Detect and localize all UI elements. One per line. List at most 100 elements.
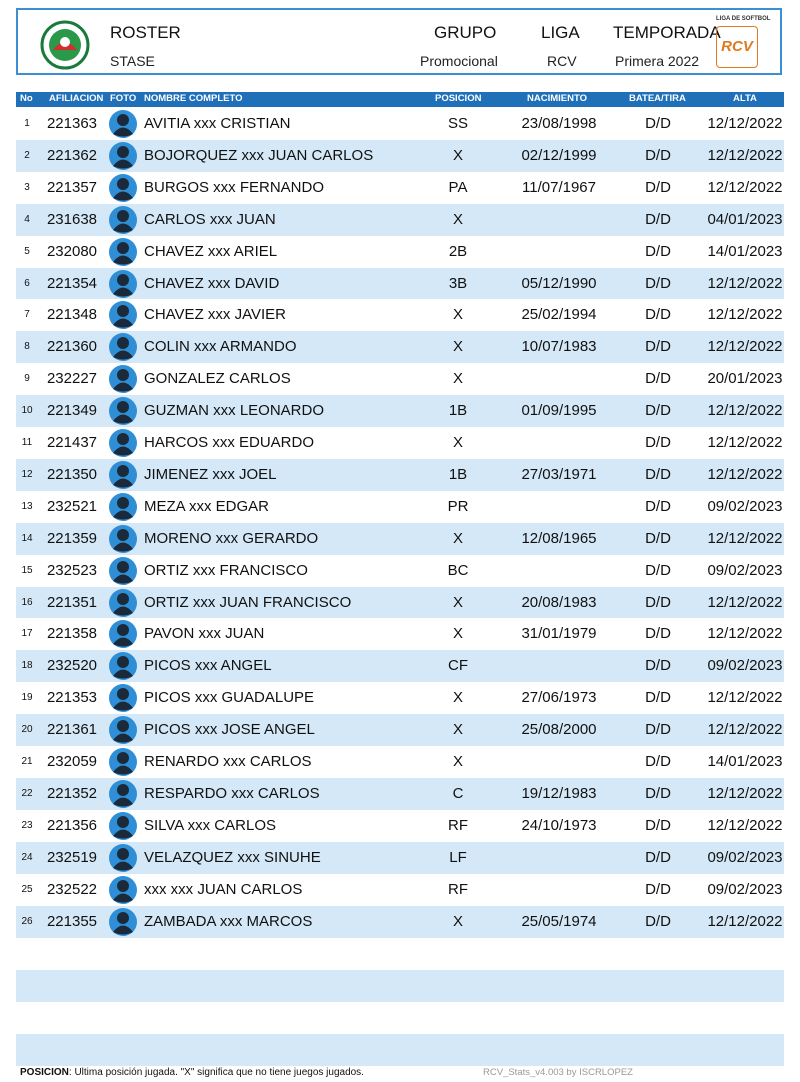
row-number: 5 <box>24 245 30 257</box>
position: X <box>452 146 463 164</box>
photo-icon <box>109 301 137 330</box>
photo-icon <box>109 524 137 553</box>
bats-throws: D/D <box>645 497 671 515</box>
table-row: 10 221349 GUZMAN xxx LEONARDO 1B 01/09/1995 D… <box>16 395 784 428</box>
photo-icon <box>109 843 137 872</box>
afiliacion: 231638 <box>46 210 98 228</box>
table-row: 21 232059 RENARDO xxx CARLOS X D/D 14/01/2023 <box>16 746 784 778</box>
afiliacion: 221359 <box>46 529 98 547</box>
photo-icon <box>109 397 137 426</box>
photo-icon <box>109 237 137 266</box>
bats-throws: D/D <box>645 178 671 196</box>
birth-date: 10/07/1983 <box>521 338 597 356</box>
position: SS <box>447 115 468 132</box>
photo-icon <box>109 556 137 585</box>
bats-throws: D/D <box>645 784 671 802</box>
afiliacion: 221354 <box>46 274 98 292</box>
alta-date: 09/02/2023 <box>707 561 783 579</box>
note-label: POSICION <box>20 1067 69 1078</box>
player-name: CHAVEZ xxx DAVID <box>144 274 280 292</box>
player-name: AVITIA xxx CRISTIAN <box>144 115 291 132</box>
photo-icon <box>109 110 137 138</box>
column-header: NOMBRE COMPLETO <box>144 93 243 104</box>
column-header: AFILIACION <box>49 93 104 104</box>
afiliacion: 221358 <box>46 625 98 643</box>
player-name: COLIN xxx ARMANDO <box>144 338 297 356</box>
position: C <box>452 784 464 802</box>
player-name: GUZMAN xxx LEONARDO <box>144 402 325 420</box>
birth-date: 23/08/1998 <box>521 115 597 132</box>
bats-throws: D/D <box>645 912 671 930</box>
table-row: 25 232522 xxx xxx JUAN CARLOS RF D/D 09/02/20… <box>16 873 784 906</box>
row-number: 12 <box>21 468 33 480</box>
alta-date: 09/02/2023 <box>707 497 783 515</box>
table-row: 11 221437 HARCOS xxx EDUARDO X D/D 12/12/2022 <box>16 427 784 459</box>
bats-throws: D/D <box>645 338 671 356</box>
afiliacion: 232227 <box>46 370 98 388</box>
afiliacion: 232520 <box>46 657 98 675</box>
table-row: 17 221358 PAVON xxx JUAN X 31/01/1979 D/D 12/1… <box>16 618 784 651</box>
alta-date: 12/12/2022 <box>707 434 783 451</box>
position: X <box>452 593 463 611</box>
table-row: 8 221360 COLIN xxx ARMANDO X 10/07/1983 D/D 12… <box>16 331 784 364</box>
player-name: MORENO xxx GERARDO <box>144 529 319 547</box>
photo-icon <box>109 748 137 776</box>
blank-row <box>16 970 784 1002</box>
title: ROSTER <box>110 23 181 42</box>
row-number: 15 <box>21 564 33 576</box>
player-name: PICOS xxx JOSE ANGEL <box>144 721 315 739</box>
birth-date: 12/08/1965 <box>521 529 597 547</box>
row-number: 9 <box>24 373 30 385</box>
player-name: CARLOS xxx JUAN <box>144 210 276 228</box>
player-name: PAVON xxx JUAN <box>144 625 265 643</box>
league-label: LIGA <box>541 23 580 42</box>
photo-icon <box>109 141 137 170</box>
row-number: 22 <box>21 787 33 799</box>
player-name: PICOS xxx ANGEL <box>144 657 272 675</box>
note-text: : Ultima posición jugada. "X" significa … <box>68 1067 364 1078</box>
column-header: ALTA <box>733 93 757 104</box>
table-row: 13 232521 MEZA xxx EDGAR PR D/D 09/02/2023 <box>16 490 784 523</box>
position: X <box>452 370 463 388</box>
row-number: 14 <box>21 532 33 544</box>
birth-date: 19/12/1983 <box>521 784 597 802</box>
row-number: 6 <box>24 277 30 289</box>
player-name: PICOS xxx GUADALUPE <box>144 689 315 707</box>
bats-throws: D/D <box>645 689 671 707</box>
table-row: 1 221363 AVITIA xxx CRISTIAN SS 23/08/1998 D/… <box>16 108 784 140</box>
player-name: SILVA xxx CARLOS <box>144 816 276 834</box>
table-row: 2 221362 BOJORQUEZ xxx JUAN CARLOS X 02/12/1… <box>16 139 784 172</box>
bats-throws: D/D <box>645 593 671 611</box>
position: X <box>452 912 463 930</box>
photo-icon <box>109 588 137 617</box>
table-row: 20 221361 PICOS xxx JOSE ANGEL X 25/08/2000 D… <box>16 714 784 747</box>
alta-date: 12/12/2022 <box>707 338 783 356</box>
bats-throws: D/D <box>645 434 671 451</box>
position: X <box>452 689 463 707</box>
row-number: 20 <box>21 724 33 736</box>
alta-date: 12/12/2022 <box>707 721 783 739</box>
row-number: 1 <box>24 118 30 129</box>
logo-rcv: RCV <box>716 26 758 68</box>
birth-date: 31/01/1979 <box>521 625 597 643</box>
bats-throws: D/D <box>645 657 671 675</box>
alta-date: 12/12/2022 <box>707 306 783 324</box>
afiliacion: 221363 <box>46 115 98 132</box>
alta-date: 12/12/2022 <box>707 178 783 196</box>
birth-date: 20/08/1983 <box>521 593 597 611</box>
afiliacion: 221362 <box>46 146 98 164</box>
row-number: 11 <box>21 437 33 448</box>
row-number: 18 <box>21 660 33 672</box>
logo-caption: LIGA DE SOFTBOL <box>716 16 771 22</box>
afiliacion: 221361 <box>46 721 98 739</box>
bats-throws: D/D <box>645 146 671 164</box>
afiliacion: 221353 <box>46 689 98 707</box>
column-header: NACIMIENTO <box>527 93 587 104</box>
bats-throws: D/D <box>645 242 671 260</box>
table-row: 12 221350 JIMENEZ xxx JOEL 1B 27/03/1971 D/D 1… <box>16 458 784 491</box>
alta-date: 09/02/2023 <box>707 880 783 898</box>
bats-throws: D/D <box>645 306 671 324</box>
table-header <box>16 92 784 107</box>
season-label: TEMPORADA <box>613 23 721 42</box>
